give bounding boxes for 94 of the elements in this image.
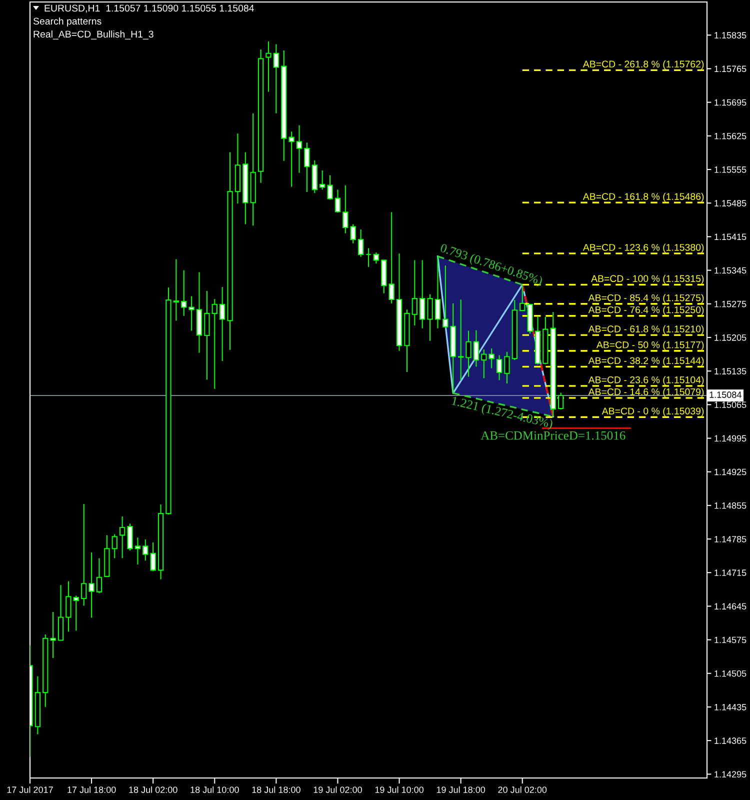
candlestick: [350, 224, 356, 244]
candlestick: [327, 174, 333, 200]
y-tick-label: 1.14855: [714, 502, 746, 509]
candlestick: [427, 294, 433, 342]
candlestick: [142, 538, 148, 562]
candlestick: [150, 542, 156, 572]
candlestick: [412, 260, 418, 326]
annotation: AB=CDMinPriceD=1.15016: [480, 431, 626, 440]
candlestick: [496, 354, 502, 381]
candlestick: [288, 131, 294, 188]
candlestick: [112, 534, 118, 559]
candlestick: [173, 258, 179, 322]
candlestick: [358, 228, 364, 258]
series-label: AB=CD - 85.4 % (1.15275): [588, 294, 704, 304]
candlestick: [181, 270, 187, 316]
x-tick-label: 20 Jul 02:00: [498, 786, 547, 793]
candlestick: [50, 611, 56, 659]
x-tick-label: 17 Jul 18:00: [68, 786, 116, 793]
candlestick: [81, 503, 87, 606]
series-label: AB=CD - 123.6 % (1.15380): [582, 244, 704, 253]
x-tick-label: 18 Jul 02:00: [129, 786, 178, 793]
candlestick: [334, 189, 341, 214]
candlestick: [204, 290, 210, 380]
candlestick: [134, 537, 141, 565]
y-tick-label: 1.14505: [714, 670, 746, 677]
y-tick-label: 1.15835: [714, 32, 746, 38]
series-label: AB=CD - 38.2 % (1.15144): [588, 356, 704, 366]
y-tick-label: 1.15135: [714, 368, 746, 374]
x-tick-label: 19 Jul 02:00: [314, 786, 362, 793]
candlestick: [66, 580, 72, 632]
chart-title: EURUSD,H1 1.15057 1.15090 1.15055 1.15084: [44, 4, 254, 13]
candlestick: [481, 348, 487, 379]
candlestick: [88, 552, 94, 618]
series-label: AB=CD - 261.8 % (1.15762): [582, 60, 704, 70]
series-label: AB=CD - 0 % (1.15039): [602, 407, 704, 416]
candlestick: [558, 392, 564, 410]
series-label: AB=CD - 23.6 % (1.15104): [588, 376, 704, 386]
series-label: AB=CD - 76.4 % (1.15250): [588, 306, 704, 316]
y-tick-label: 1.14995: [714, 435, 746, 442]
y-tick-label: 1.15065: [714, 402, 746, 408]
candlestick: [420, 260, 426, 329]
candlestick: [504, 351, 510, 384]
y-tick-label: 1.14925: [714, 468, 746, 476]
candlestick: [442, 264, 448, 329]
candlestick: [342, 184, 348, 234]
candlestick: [434, 256, 441, 329]
series-label: AB=CD - 161.8 % (1.15486): [582, 192, 704, 202]
y-tick-label: 1.15695: [714, 99, 746, 106]
candlestick: [119, 516, 126, 559]
y-tick-label: 1.15205: [714, 334, 746, 341]
annotation: Real_AB=CD_Bullish_H1_3: [34, 30, 154, 40]
y-tick-label: 1.15275: [714, 300, 746, 308]
candlestick: [58, 584, 64, 641]
y-tick-label: 1.14785: [714, 536, 746, 542]
candlestick: [273, 44, 280, 114]
y-tick-label: 1.14365: [714, 738, 746, 744]
series-label: AB=CD - 61.8 % (1.15210): [588, 325, 704, 334]
series-label: AB=CD - 50 % (1.15177): [596, 341, 704, 350]
candlestick: [320, 170, 326, 190]
candlestick: [488, 348, 494, 369]
candlestick: [388, 212, 394, 304]
x-tick-label: 19 Jul 18:00: [436, 786, 486, 793]
y-tick-label: 1.14295: [714, 771, 746, 778]
text: Search patterns: [33, 17, 102, 27]
candlestick: [366, 248, 372, 268]
y-tick-label: 1.15765: [714, 66, 746, 72]
candlestick: [73, 595, 79, 632]
y-tick-label: 1.15415: [714, 234, 746, 240]
y-tick-label: 1.15345: [714, 267, 746, 274]
candlestick: [373, 252, 380, 264]
y-tick-label: 1.14435: [714, 704, 746, 710]
candlestick: [220, 286, 226, 362]
x-tick-label: 18 Jul 10:00: [190, 786, 239, 793]
candlestick: [296, 124, 302, 174]
y-tick-label: 1.14575: [714, 636, 746, 644]
y-tick-label: 1.15625: [714, 132, 746, 140]
y-tick-label: 1.15485: [714, 200, 746, 206]
y-tick-label: 1.14645: [714, 603, 746, 610]
candlestick: [458, 299, 464, 381]
y-tick-label: 1.14715: [714, 570, 746, 576]
ref-line-label: 1.15084: [710, 392, 742, 398]
candlestick: [466, 330, 472, 378]
x-tick-label: 17 Jul 2017: [7, 786, 53, 793]
y-tick-label: 1.15555: [714, 166, 746, 173]
candlestick: [473, 330, 480, 368]
candlestick: [96, 558, 102, 594]
x-tick-label: 19 Jul 10:00: [375, 786, 424, 793]
candlestick: [127, 523, 133, 552]
candlestick: [304, 142, 310, 193]
candlestick: [266, 40, 272, 92]
candlestick: [188, 296, 194, 332]
candlestick: [212, 298, 218, 390]
series-label: AB=CD - 100 % (1.15315): [591, 274, 704, 284]
x-tick-label: 18 Jul 18:00: [252, 786, 300, 793]
